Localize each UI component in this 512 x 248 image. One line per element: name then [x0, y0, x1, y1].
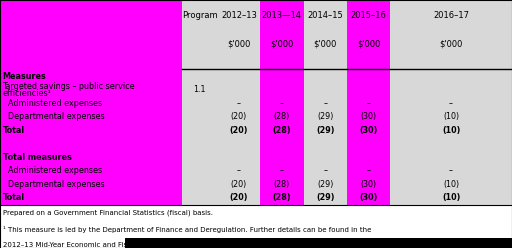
Text: Total: Total [3, 193, 25, 202]
Text: (30): (30) [359, 193, 378, 202]
Text: 2012–13: 2012–13 [221, 11, 257, 20]
Text: 2013—14: 2013—14 [262, 11, 302, 20]
Text: (29): (29) [317, 180, 333, 189]
Text: (30): (30) [360, 180, 377, 189]
Text: (30): (30) [359, 126, 378, 135]
Text: (29): (29) [316, 126, 335, 135]
Text: 2014–15: 2014–15 [308, 11, 343, 20]
Text: (28): (28) [274, 112, 290, 121]
Text: ¹ This measure is led by the Department of Finance and Deregulation. Further det: ¹ This measure is led by the Department … [3, 226, 371, 233]
Text: Total measures: Total measures [3, 153, 72, 162]
Text: efficiencies¹: efficiencies¹ [3, 89, 51, 98]
Text: 1.1: 1.1 [194, 85, 206, 94]
Text: –: – [367, 166, 371, 175]
Text: (28): (28) [272, 126, 291, 135]
Text: –: – [324, 99, 327, 108]
Text: Administered expenses: Administered expenses [3, 99, 102, 108]
Text: (30): (30) [360, 112, 377, 121]
Bar [347, 0, 390, 205]
Bar [125, 238, 512, 248]
Text: $'000: $'000 [357, 40, 380, 49]
Bar [218, 0, 260, 205]
Bar [260, 0, 304, 205]
Text: $'000: $'000 [439, 40, 463, 49]
Text: 2016–17: 2016–17 [433, 11, 469, 20]
Text: (20): (20) [231, 112, 247, 121]
Text: Prepared on a Government Financial Statistics (fiscal) basis.: Prepared on a Government Financial Stati… [3, 210, 212, 216]
Text: (29): (29) [317, 112, 333, 121]
Text: –: – [237, 166, 241, 175]
Bar [390, 0, 512, 205]
Text: $'000: $'000 [314, 40, 337, 49]
Text: $'000: $'000 [227, 40, 250, 49]
Text: 2012–13 Mid-Year Economic and Fis: 2012–13 Mid-Year Economic and Fis [3, 242, 126, 248]
Bar [304, 0, 347, 205]
Text: Administered expenses: Administered expenses [3, 166, 102, 175]
Text: (20): (20) [231, 180, 247, 189]
Text: –: – [280, 166, 284, 175]
Text: Departmental expenses: Departmental expenses [3, 180, 104, 189]
Text: (10): (10) [443, 180, 459, 189]
Text: (10): (10) [442, 126, 460, 135]
Bar [0, 0, 182, 205]
Text: (28): (28) [272, 193, 291, 202]
Text: Total: Total [3, 126, 25, 135]
Text: (29): (29) [316, 193, 335, 202]
Text: –: – [449, 99, 453, 108]
Text: Targeted savings – public service: Targeted savings – public service [3, 82, 135, 91]
Text: (10): (10) [443, 112, 459, 121]
Text: –: – [280, 99, 284, 108]
Text: (20): (20) [229, 126, 248, 135]
Bar [182, 0, 218, 205]
Bar [0, 205, 512, 248]
Text: Measures: Measures [3, 72, 46, 81]
Text: (28): (28) [274, 180, 290, 189]
Text: (20): (20) [229, 193, 248, 202]
Text: –: – [324, 166, 327, 175]
Text: Program: Program [182, 11, 218, 20]
Text: $'000: $'000 [270, 40, 293, 49]
Text: 2015–16: 2015–16 [351, 11, 387, 20]
Text: (10): (10) [442, 193, 460, 202]
Text: –: – [237, 99, 241, 108]
Text: –: – [449, 166, 453, 175]
Text: –: – [367, 99, 371, 108]
Text: Departmental expenses: Departmental expenses [3, 112, 104, 121]
